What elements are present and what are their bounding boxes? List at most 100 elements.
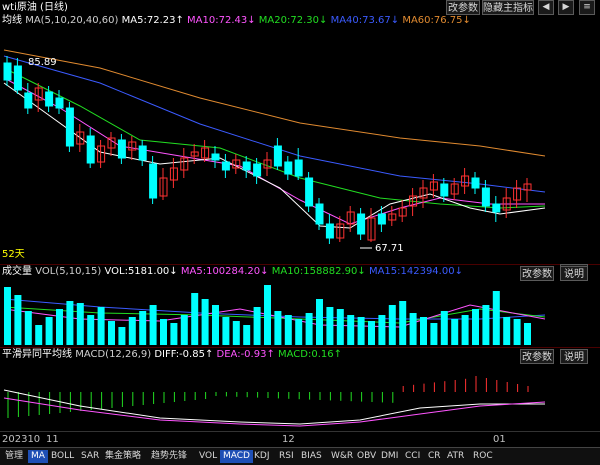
volume-chart[interactable] xyxy=(0,279,560,347)
macd-chart[interactable] xyxy=(0,362,560,430)
candle-body xyxy=(86,135,95,164)
candle-body xyxy=(232,159,241,169)
candle-body xyxy=(242,161,251,171)
left-arrow-icon[interactable]: ◀ xyxy=(538,0,554,15)
volume-bar xyxy=(180,315,188,345)
tab-cci[interactable]: CCI xyxy=(405,451,421,461)
volume-help-button[interactable]: 说明 xyxy=(560,266,588,281)
volume-bar xyxy=(4,287,11,345)
candle-body xyxy=(461,175,470,187)
macd-help-button[interactable]: 说明 xyxy=(560,349,588,364)
candle-body xyxy=(138,145,147,161)
candle-body xyxy=(357,213,366,235)
tab-macd[interactable]: MACD xyxy=(220,450,253,463)
candle-body xyxy=(159,177,168,197)
volume-bar xyxy=(284,315,292,345)
candle-body xyxy=(440,183,449,197)
candle-body xyxy=(346,211,355,225)
tab-trend[interactable]: 趋势先锋 xyxy=(151,451,188,461)
tab-rsi[interactable]: RSI xyxy=(279,451,294,461)
tab-roc[interactable]: ROC xyxy=(473,451,493,461)
axis-divider xyxy=(0,431,600,432)
change-params-button[interactable]: 改参数 xyxy=(446,0,480,15)
days-label: 52天 xyxy=(2,249,25,260)
hide-main-indicator-button[interactable]: 隐藏主指标 xyxy=(482,0,534,15)
volume-bar xyxy=(399,301,407,345)
candle-body xyxy=(263,159,272,169)
candle-body xyxy=(273,145,282,167)
volume-bar xyxy=(378,315,386,345)
tab-manage[interactable]: 管理 xyxy=(5,451,24,461)
candle-body xyxy=(325,223,334,239)
volume-bar xyxy=(253,307,261,345)
volume-bar xyxy=(388,305,396,345)
volume-bar xyxy=(461,315,469,345)
high-annotation: 85.89 xyxy=(28,57,57,68)
volume-bar xyxy=(149,305,157,345)
volume-bar xyxy=(305,313,313,345)
candle-body xyxy=(388,213,397,221)
tab-obv[interactable]: OBV xyxy=(357,451,377,461)
candle-body xyxy=(315,203,324,225)
candle-body xyxy=(149,163,158,199)
tab-bias[interactable]: BIAS xyxy=(301,451,322,461)
ma20-line xyxy=(3,67,546,209)
tab-vol[interactable]: VOL xyxy=(199,451,218,461)
tab-dmi[interactable]: DMI xyxy=(381,451,399,461)
candle-body xyxy=(471,177,480,189)
diff-line xyxy=(3,389,545,425)
ma-lines xyxy=(3,49,546,229)
candle-body xyxy=(76,131,85,145)
volume-params-button[interactable]: 改参数 xyxy=(520,266,554,281)
candle-body xyxy=(180,157,189,171)
tab-boll[interactable]: BOLL xyxy=(51,451,75,461)
volume-bar xyxy=(513,319,521,345)
candle-body xyxy=(419,187,428,199)
ma20-value: MA20:72.30↓ xyxy=(258,15,328,26)
candle-body xyxy=(169,167,178,181)
volume-bar xyxy=(24,311,32,345)
date-label-dec: 12 xyxy=(282,434,295,445)
more-icon[interactable]: ≡ xyxy=(579,0,595,15)
right-arrow-icon[interactable]: ▶ xyxy=(558,0,574,15)
indicator-tab-bar: 管理 MA BOLL SAR 集金策略 趋势先锋 VOL MACD KDJ RS… xyxy=(0,447,600,465)
tab-kdj[interactable]: KDJ xyxy=(254,451,270,461)
tab-jijin[interactable]: 集金策略 xyxy=(105,451,142,461)
tab-atr[interactable]: ATR xyxy=(447,451,465,461)
volume-legend: 成交量 VOL(5,10,15) VOL:5181.00↓ MA5:100284… xyxy=(2,266,463,278)
macd-params-button[interactable]: 改参数 xyxy=(520,349,554,364)
volume-bar xyxy=(326,307,334,345)
date-start: 202310 xyxy=(2,434,41,445)
macd-legend: 平滑异同平均线 MACD(12,26,9) DIFF:-0.85↑ DEA:-0… xyxy=(2,349,342,361)
volume-bar xyxy=(264,285,271,345)
volume-title: 成交量 xyxy=(2,266,32,277)
volume-bar xyxy=(108,321,115,345)
candle-body xyxy=(284,161,293,175)
price-chart[interactable] xyxy=(0,28,560,264)
tab-wr[interactable]: W&R xyxy=(331,451,354,461)
candle-body xyxy=(190,151,199,157)
candlesticks xyxy=(3,56,532,244)
volume-bar xyxy=(170,323,178,345)
tab-cr[interactable]: CR xyxy=(428,451,441,461)
candle-body xyxy=(211,153,220,161)
ma10-value: MA10:72.43↓ xyxy=(187,15,256,26)
ma-params: MA(5,10,20,40,60) xyxy=(25,15,119,26)
volume-bar xyxy=(368,321,375,345)
ma10-line xyxy=(3,77,545,225)
macd-params: MACD(12,26,9) xyxy=(75,349,152,360)
volume-bar xyxy=(347,315,355,345)
volume-bar xyxy=(56,309,63,345)
candle-body xyxy=(450,183,459,195)
ma40-value: MA40:73.67↓ xyxy=(330,15,400,26)
diff-value: DIFF:-0.85↑ xyxy=(154,349,214,360)
candle-body xyxy=(128,141,137,151)
volume-bar xyxy=(451,319,459,345)
volume-bar xyxy=(336,309,344,345)
volume-bar xyxy=(35,325,43,345)
tab-sar[interactable]: SAR xyxy=(81,451,100,461)
chart-title: wti原油 (日线) xyxy=(2,2,68,13)
candle-body xyxy=(45,91,54,107)
tab-ma[interactable]: MA xyxy=(28,450,48,463)
ma60-line xyxy=(3,49,546,157)
